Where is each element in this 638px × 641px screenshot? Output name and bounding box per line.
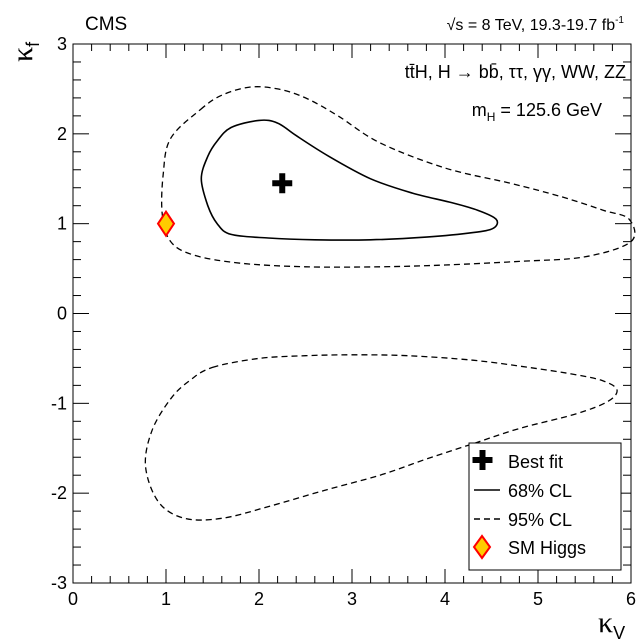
x-tick-label: 2: [254, 589, 264, 609]
x-tick-label: 0: [68, 589, 78, 609]
legend-box: [468, 442, 622, 571]
channel-label: tt̄H, H → bb̄, ττ, γγ, WW, ZZ: [405, 62, 626, 82]
y-tick-label: -1: [51, 393, 67, 413]
x-tick-label: 5: [533, 589, 543, 609]
y-axis-label: κf: [6, 41, 43, 62]
energy-label: √s = 8 TeV, 19.3-19.7 fb-1: [447, 15, 625, 34]
legend-label-sm: SM Higgs: [508, 538, 586, 558]
contour-68: [200, 119, 499, 241]
y-tick-label: 2: [57, 124, 67, 144]
contour-95-lower: [144, 354, 618, 521]
y-tick-label: 0: [57, 304, 67, 324]
best-fit-marker: [272, 173, 293, 194]
x-tick-label: 3: [347, 589, 357, 609]
y-tick-label: -3: [51, 573, 67, 593]
legend-sm-marker: [472, 534, 492, 560]
x-tick-label: 1: [161, 589, 171, 609]
legend-label-68: 68% CL: [508, 481, 572, 501]
y-tick-label: -2: [51, 483, 67, 503]
x-tick-label: 6: [626, 589, 636, 609]
legend-best-fit-marker: [472, 450, 493, 470]
y-tick-label: 3: [57, 34, 67, 54]
x-tick-label: 4: [440, 589, 450, 609]
experiment-label: CMS: [85, 14, 127, 35]
legend: Best fit 68% CL 95% CL SM Higgs: [468, 442, 622, 571]
sm-higgs-marker: [156, 209, 176, 238]
x-axis-label: κV: [598, 606, 625, 641]
best-fit-cross-horizontal: [272, 180, 293, 187]
legend-label-best-fit: Best fit: [508, 452, 563, 472]
y-tick-label: 1: [57, 214, 67, 234]
mass-label: mH = 125.6 GeV: [472, 100, 602, 124]
contour-95-upper: [160, 86, 636, 268]
legend-label-95: 95% CL: [508, 510, 572, 530]
